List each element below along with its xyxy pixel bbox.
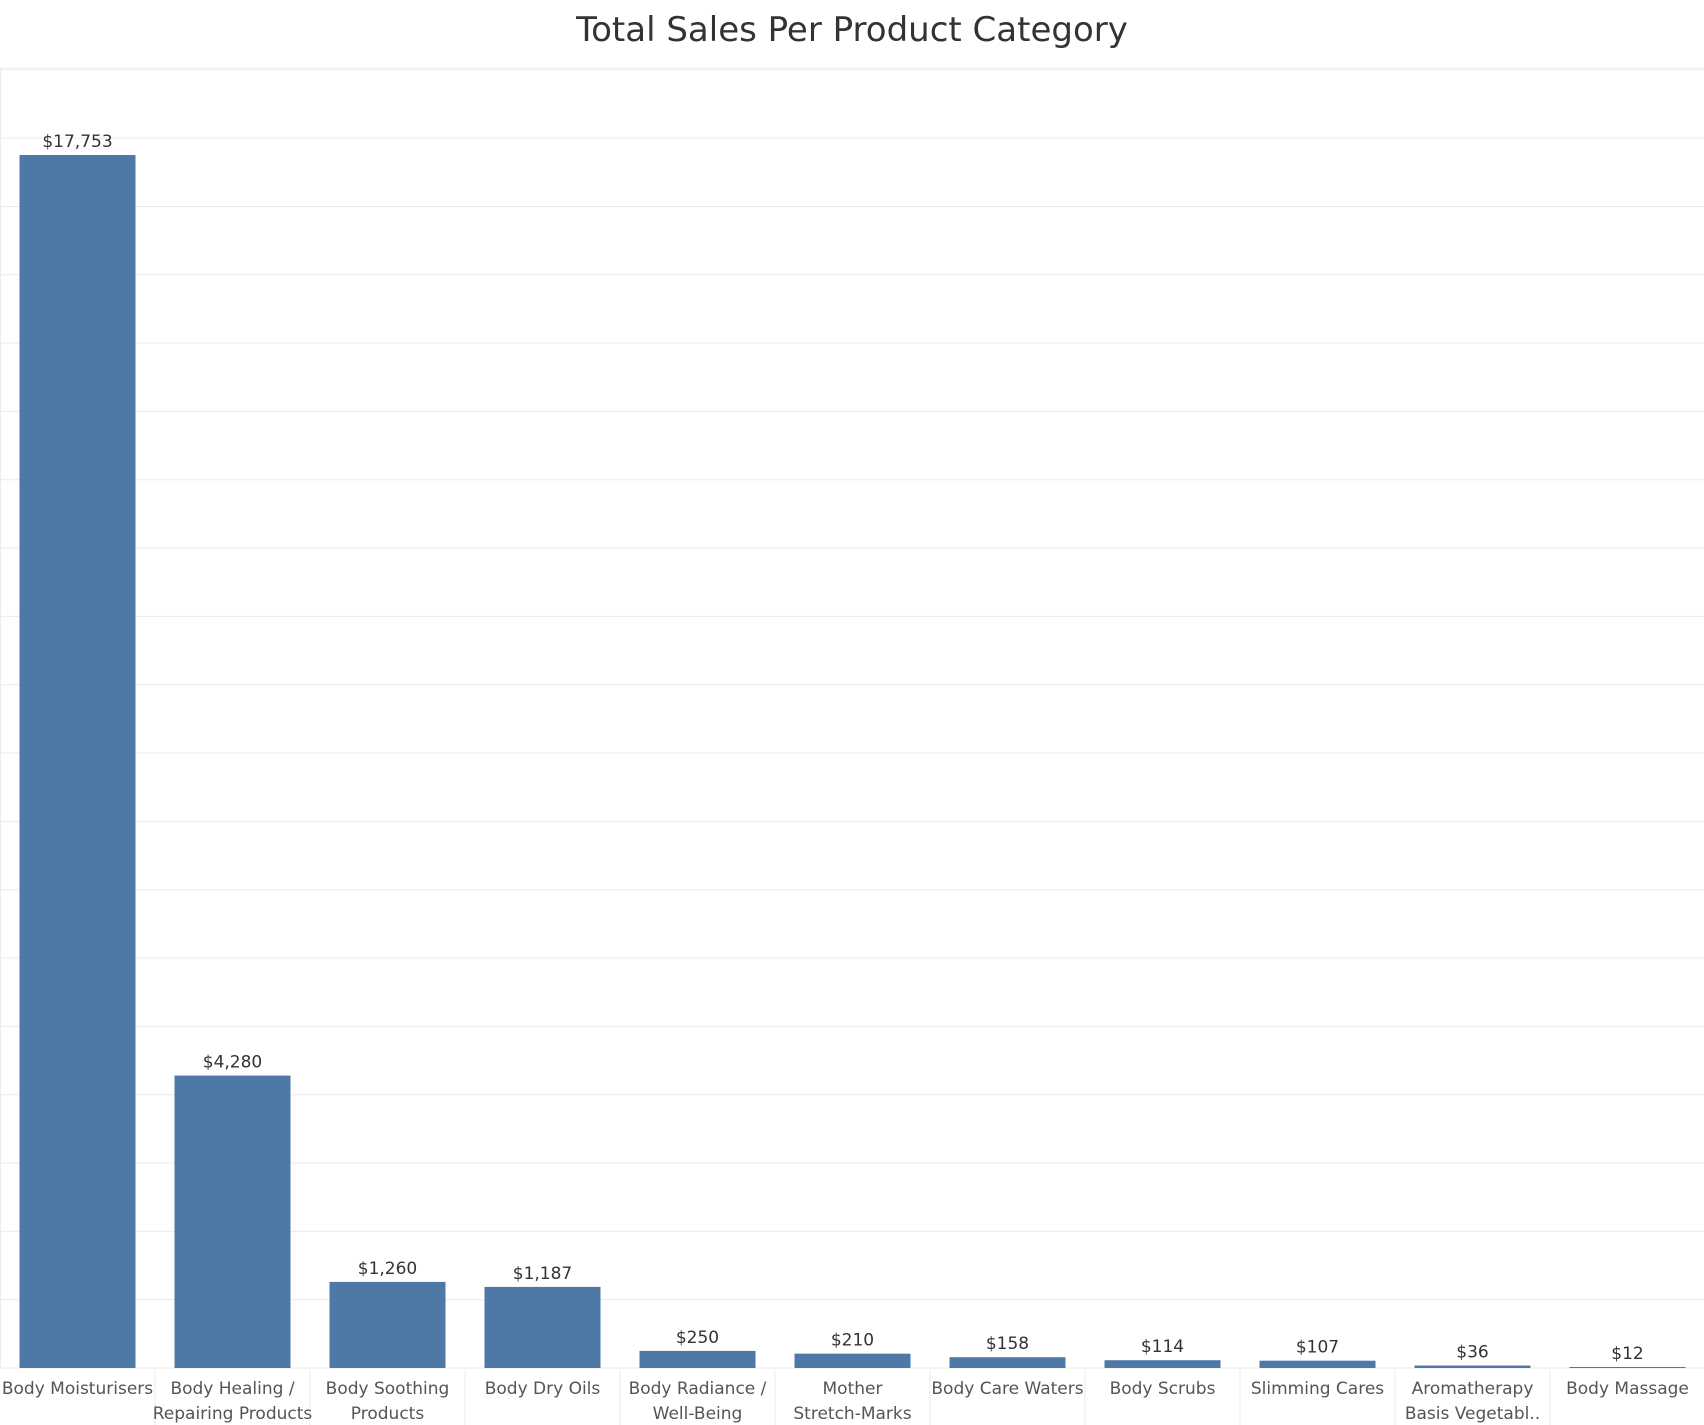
bar[interactable] — [1259, 1360, 1376, 1368]
category-label-line: Repairing Products — [153, 1404, 313, 1424]
bar-value-label: $210 — [831, 1331, 874, 1351]
bar-value-label: $1,260 — [358, 1259, 417, 1279]
category-label-line: Body Massage — [1566, 1379, 1689, 1399]
bar[interactable] — [1414, 1365, 1531, 1368]
bar[interactable] — [19, 155, 136, 1368]
category-label-line: Body Healing / — [170, 1379, 294, 1399]
bar-value-label: $158 — [986, 1334, 1029, 1354]
bar[interactable] — [1104, 1360, 1221, 1368]
category-label: Body Care Waters — [931, 1379, 1083, 1399]
bar[interactable] — [174, 1075, 291, 1368]
value-labels: $17,753 $4,280 $1,260 $1,187 $250 $210 $158 $11… — [42, 132, 1643, 1364]
bar-value-label: $1,187 — [513, 1264, 572, 1284]
category-label-line: Mother — [823, 1379, 883, 1399]
category-labels: Body Moisturisers Body Healing / Repairing… — [2, 1379, 1689, 1424]
category-label-line: Aromatherapy — [1412, 1379, 1534, 1399]
category-label: Body Scrubs — [1110, 1379, 1216, 1399]
bar[interactable] — [1569, 1367, 1686, 1368]
category-label: Mother Stretch-Marks — [793, 1379, 911, 1424]
category-label-line: Slimming Cares — [1251, 1379, 1384, 1399]
bar[interactable] — [794, 1353, 911, 1368]
bar[interactable] — [329, 1281, 446, 1368]
category-label-line: Body Dry Oils — [485, 1379, 601, 1399]
bar-value-label: $17,753 — [42, 132, 112, 152]
bar-value-label: $36 — [1456, 1343, 1488, 1363]
category-label: Body Moisturisers — [2, 1379, 153, 1399]
category-label-line: Well-Being — [653, 1404, 743, 1424]
category-label-line: Basis Vegetabl.. — [1405, 1404, 1540, 1424]
category-label-line: Body Care Waters — [931, 1379, 1083, 1399]
bar[interactable] — [949, 1357, 1066, 1368]
category-label-line: Products — [351, 1404, 425, 1424]
category-label-line: Body Radiance / — [629, 1379, 767, 1399]
category-label-line: Body Soothing — [326, 1379, 450, 1399]
chart-title: Total Sales Per Product Category — [576, 10, 1128, 50]
category-label: Slimming Cares — [1251, 1379, 1384, 1399]
bar[interactable] — [639, 1350, 756, 1368]
category-label-line: Stretch-Marks — [793, 1404, 911, 1424]
category-label: Body Massage — [1566, 1379, 1689, 1399]
category-label: Body Dry Oils — [485, 1379, 601, 1399]
bars — [19, 155, 1686, 1368]
category-label: Aromatherapy Basis Vegetabl.. — [1405, 1379, 1540, 1424]
category-label: Body Soothing Products — [326, 1379, 450, 1424]
category-label-line: Body Scrubs — [1110, 1379, 1216, 1399]
bar-value-label: $4,280 — [203, 1053, 262, 1073]
bar-value-label: $12 — [1611, 1344, 1643, 1364]
category-label: Body Healing / Repairing Products — [153, 1379, 313, 1424]
bar-value-label: $114 — [1141, 1337, 1184, 1357]
bar[interactable] — [484, 1286, 601, 1368]
bar-value-label: $107 — [1296, 1338, 1339, 1358]
category-label: Body Radiance / Well-Being — [629, 1379, 767, 1424]
category-label-line: Body Moisturisers — [2, 1379, 153, 1399]
bar-value-label: $250 — [676, 1328, 719, 1348]
